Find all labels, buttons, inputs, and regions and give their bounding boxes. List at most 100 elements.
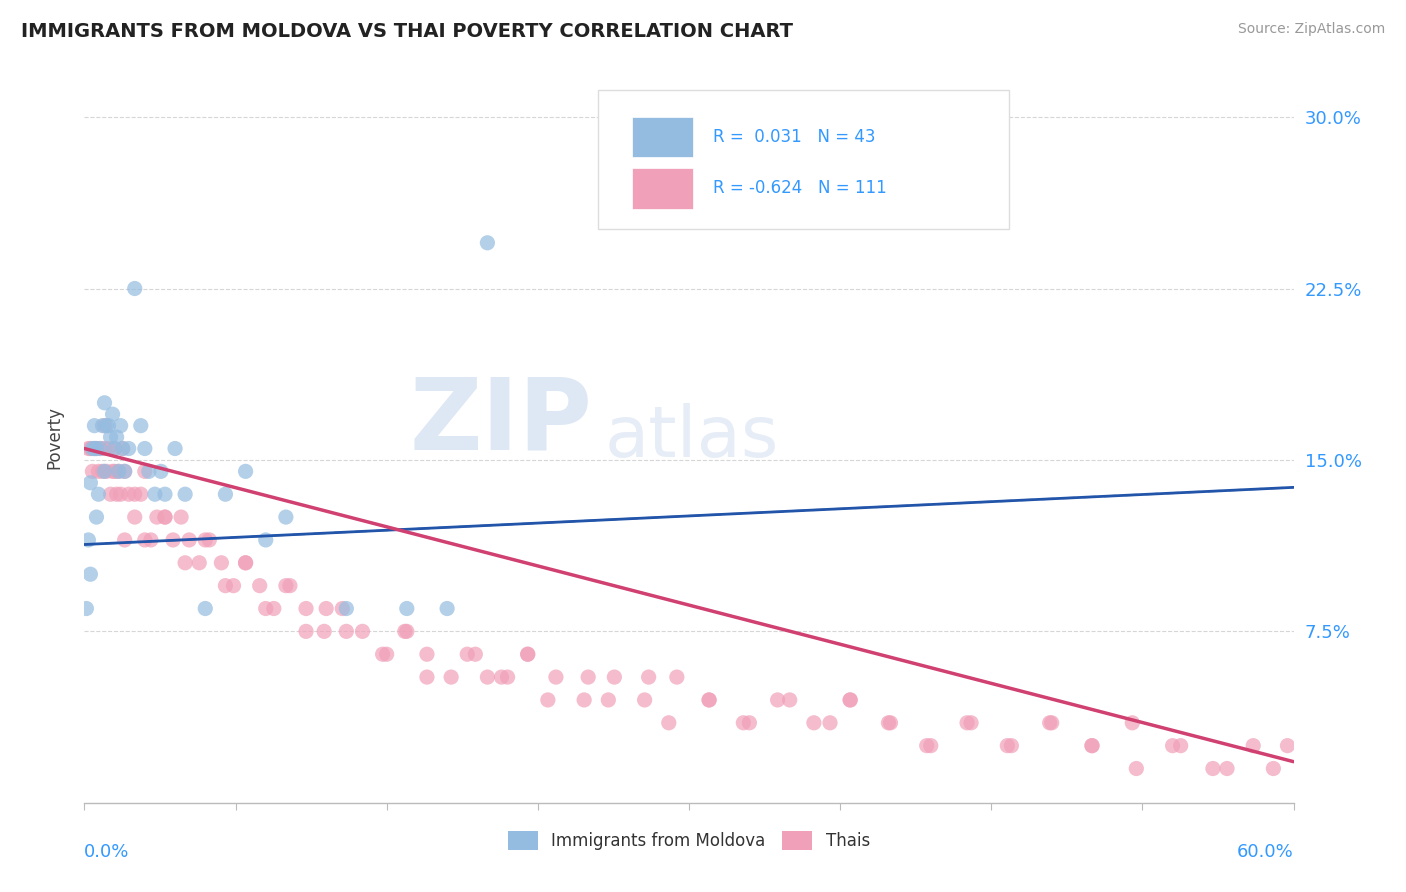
Point	[274, 510, 297, 524]
Point	[779, 693, 801, 707]
Point	[278, 579, 301, 593]
Point	[93, 442, 115, 456]
Point	[915, 739, 938, 753]
Point	[263, 601, 285, 615]
Point	[1081, 739, 1104, 753]
Point	[877, 715, 900, 730]
Text: ZIP: ZIP	[409, 374, 592, 471]
Bar	[633, 117, 693, 157]
Point	[114, 464, 136, 478]
Point	[165, 442, 187, 456]
Point	[107, 464, 129, 478]
Point	[89, 442, 111, 456]
Point	[194, 601, 217, 615]
FancyBboxPatch shape	[599, 90, 1010, 228]
Point	[879, 715, 901, 730]
Point	[544, 670, 567, 684]
Point	[86, 442, 108, 456]
Point	[97, 418, 120, 433]
Point	[1000, 739, 1022, 753]
Text: 60.0%: 60.0%	[1237, 843, 1294, 861]
Point	[235, 556, 257, 570]
Point	[637, 670, 659, 684]
Point	[371, 647, 394, 661]
Point	[96, 418, 118, 433]
Point	[496, 670, 519, 684]
Point	[134, 442, 156, 456]
Point	[477, 670, 499, 684]
Point	[139, 533, 162, 547]
Point	[93, 396, 115, 410]
Point	[82, 464, 104, 478]
Point	[235, 556, 257, 570]
Point	[697, 693, 720, 707]
Point	[93, 418, 115, 433]
Point	[174, 556, 197, 570]
Point	[818, 715, 841, 730]
Text: IMMIGRANTS FROM MOLDOVA VS THAI POVERTY CORRELATION CHART: IMMIGRANTS FROM MOLDOVA VS THAI POVERTY …	[21, 22, 793, 41]
Point	[697, 693, 720, 707]
Point	[138, 464, 160, 478]
Point	[395, 624, 418, 639]
Point	[416, 670, 439, 684]
Point	[79, 442, 101, 456]
Point	[146, 510, 169, 524]
Point	[134, 533, 156, 547]
Point	[1081, 739, 1104, 753]
Point	[83, 442, 105, 456]
Point	[330, 601, 353, 615]
Point	[93, 464, 115, 478]
Point	[111, 442, 134, 456]
Point	[75, 601, 97, 615]
Point	[104, 464, 127, 478]
Point	[134, 464, 156, 478]
Point	[118, 487, 141, 501]
Point	[83, 442, 105, 456]
Point	[118, 442, 141, 456]
Text: R =  0.031   N = 43: R = 0.031 N = 43	[713, 128, 876, 146]
Point	[79, 567, 101, 582]
Point	[104, 442, 127, 456]
Point	[464, 647, 486, 661]
Point	[111, 442, 134, 456]
Point	[766, 693, 789, 707]
Point	[315, 601, 337, 615]
Point	[1241, 739, 1264, 753]
Point	[222, 579, 245, 593]
Point	[1263, 762, 1285, 776]
Point	[153, 510, 176, 524]
Point	[572, 693, 595, 707]
Point	[89, 442, 111, 456]
Point	[491, 670, 513, 684]
Point	[194, 533, 217, 547]
Point	[149, 464, 172, 478]
Point	[100, 430, 122, 444]
Point	[153, 510, 176, 524]
Point	[1121, 715, 1143, 730]
Point	[920, 739, 942, 753]
Point	[101, 407, 124, 421]
Point	[375, 647, 398, 661]
Point	[86, 442, 108, 456]
Point	[1202, 762, 1225, 776]
Point	[295, 624, 318, 639]
Y-axis label: Poverty: Poverty	[45, 406, 63, 468]
Point	[91, 418, 114, 433]
Point	[440, 670, 463, 684]
Text: Source: ZipAtlas.com: Source: ZipAtlas.com	[1237, 22, 1385, 37]
Point	[1125, 762, 1147, 776]
Point	[839, 693, 862, 707]
Point	[738, 715, 761, 730]
Point	[105, 430, 128, 444]
Text: atlas: atlas	[605, 402, 779, 472]
Text: 0.0%: 0.0%	[84, 843, 129, 861]
Point	[97, 442, 120, 456]
Point	[665, 670, 688, 684]
Point	[100, 487, 122, 501]
Point	[956, 715, 979, 730]
Point	[394, 624, 416, 639]
Point	[477, 235, 499, 250]
Point	[104, 442, 127, 456]
Point	[129, 418, 152, 433]
Text: R = -0.624   N = 111: R = -0.624 N = 111	[713, 179, 887, 197]
